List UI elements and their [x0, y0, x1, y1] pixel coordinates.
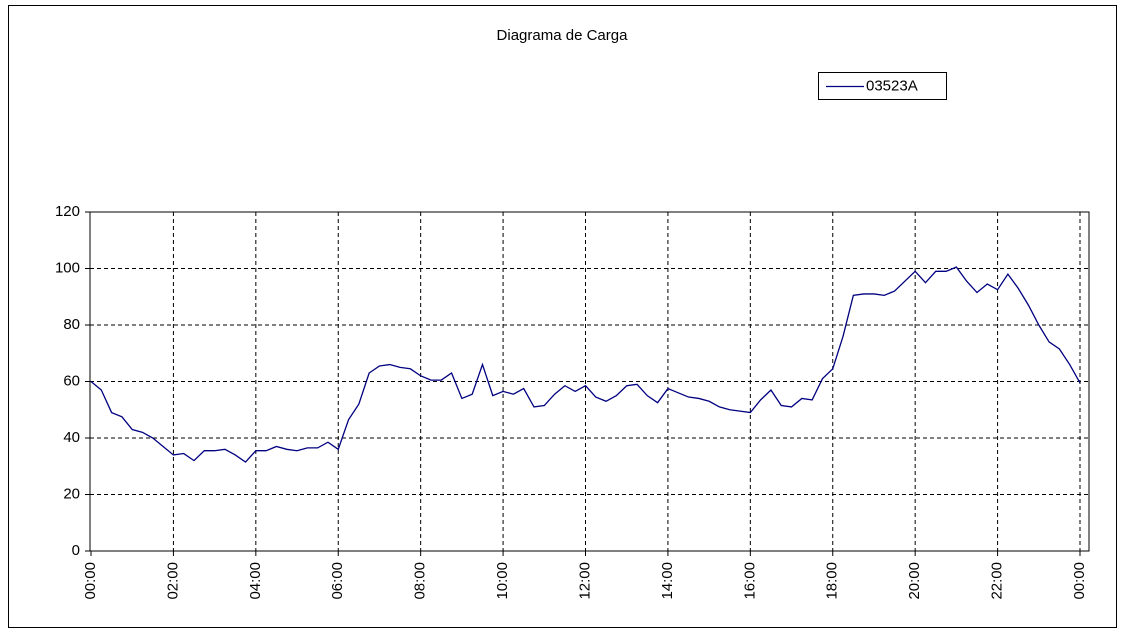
x-tick-label: 20:00	[906, 562, 923, 600]
x-tick-label: 10:00	[494, 562, 511, 600]
chart-title: Diagrama de Carga	[497, 27, 629, 44]
x-tick-label: 04:00	[247, 562, 264, 600]
y-tick-label: 20	[63, 485, 80, 502]
x-tick-label: 00:00	[82, 562, 99, 600]
y-tick-label: 100	[55, 259, 80, 276]
legend-label: 03523A	[866, 77, 918, 94]
y-tick-label: 120	[55, 203, 80, 220]
x-tick-label: 12:00	[576, 562, 593, 600]
x-tick-label: 08:00	[412, 562, 429, 600]
x-tick-label: 18:00	[824, 562, 841, 600]
x-tick-label: 22:00	[989, 562, 1006, 600]
x-tick-label: 00:00	[1071, 562, 1088, 600]
x-tick-label: 02:00	[164, 562, 181, 600]
y-tick-label: 80	[63, 316, 80, 333]
x-tick-label: 14:00	[659, 562, 676, 600]
y-tick-label: 0	[72, 542, 80, 559]
y-tick-label: 40	[63, 429, 80, 446]
x-tick-label: 16:00	[741, 562, 758, 600]
x-tick-label: 06:00	[329, 562, 346, 600]
data-line	[90, 266, 1081, 463]
y-tick-label: 60	[63, 372, 80, 389]
